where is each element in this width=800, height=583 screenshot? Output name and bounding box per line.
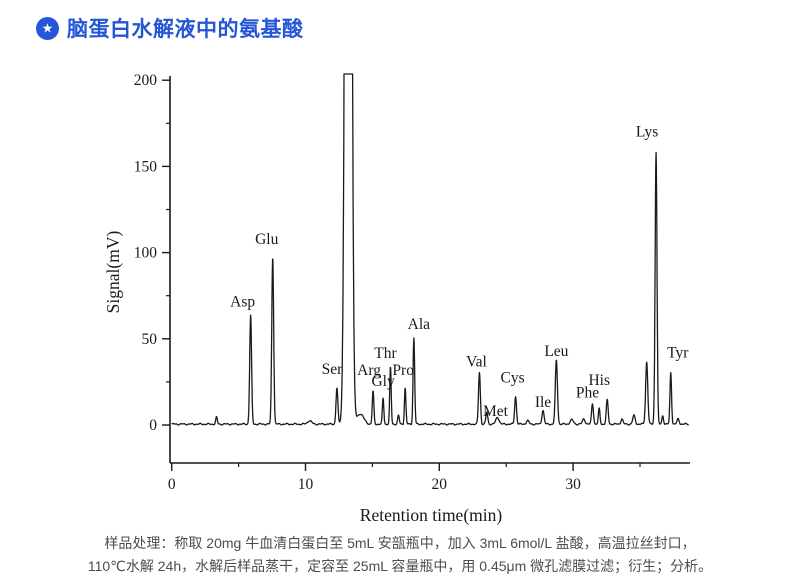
peak-label-glu: Glu	[255, 231, 279, 248]
peak-label-his: His	[588, 372, 610, 389]
y-tick-label: 100	[134, 245, 158, 262]
caption-line-1: 样品处理：称取 20mg 牛血清白蛋白至 5mL 安瓿瓶中，加入 3mL 6mo…	[104, 535, 696, 551]
peak-label-lys: Lys	[636, 124, 658, 141]
signal-trace	[171, 73, 690, 426]
y-tick-label: 200	[134, 72, 158, 89]
peak-label-phe: Phe	[576, 384, 599, 401]
x-tick-label: 10	[298, 476, 314, 493]
peak-label-tyr: Tyr	[667, 344, 689, 361]
peak-label-ile: Ile	[535, 394, 551, 411]
page-header: ★ 脑蛋白水解液中的氨基酸	[36, 13, 304, 43]
peak-label-gly: Gly	[371, 373, 395, 390]
peak-label-thr: Thr	[374, 345, 397, 362]
star-badge-icon: ★	[36, 16, 59, 40]
peak-label-arg: Arg	[357, 362, 381, 379]
peak-label-ala: Ala	[408, 316, 431, 333]
peak-label-val: Val	[466, 353, 487, 370]
y-tick-label: 150	[134, 158, 158, 175]
star-icon: ★	[41, 20, 54, 35]
peak-label-met: Met	[483, 403, 509, 420]
y-axis-title: Signal(mV)	[103, 231, 123, 314]
caption-line-2: 110℃水解 24h，水解后样品蒸干，定容至 25mL 容量瓶中，用 0.45μ…	[87, 558, 713, 574]
x-axis-title: Retention time(min)	[360, 505, 503, 525]
chromatogram-chart: 0 10 20 30 0 50 100 150 200 Retention time(min) Si…	[103, 72, 690, 525]
peak-label-cys: Cys	[501, 369, 525, 386]
x-tick-label: 0	[168, 476, 176, 493]
peak-label-leu: Leu	[544, 343, 568, 360]
x-tick-label: 20	[432, 476, 448, 493]
x-tick-label: 30	[565, 476, 581, 493]
y-tick-label: 0	[149, 417, 157, 434]
page-title: 脑蛋白水解液中的氨基酸	[67, 18, 304, 41]
peak-label-asp: Asp	[230, 293, 255, 310]
peak-label-ser: Ser	[322, 361, 344, 378]
y-tick-label: 50	[142, 331, 158, 348]
sample-preparation-caption: 样品处理：称取 20mg 牛血清白蛋白至 5mL 安瓿瓶中，加入 3mL 6mo…	[0, 532, 800, 578]
peak-label-pro: Pro	[392, 362, 414, 379]
